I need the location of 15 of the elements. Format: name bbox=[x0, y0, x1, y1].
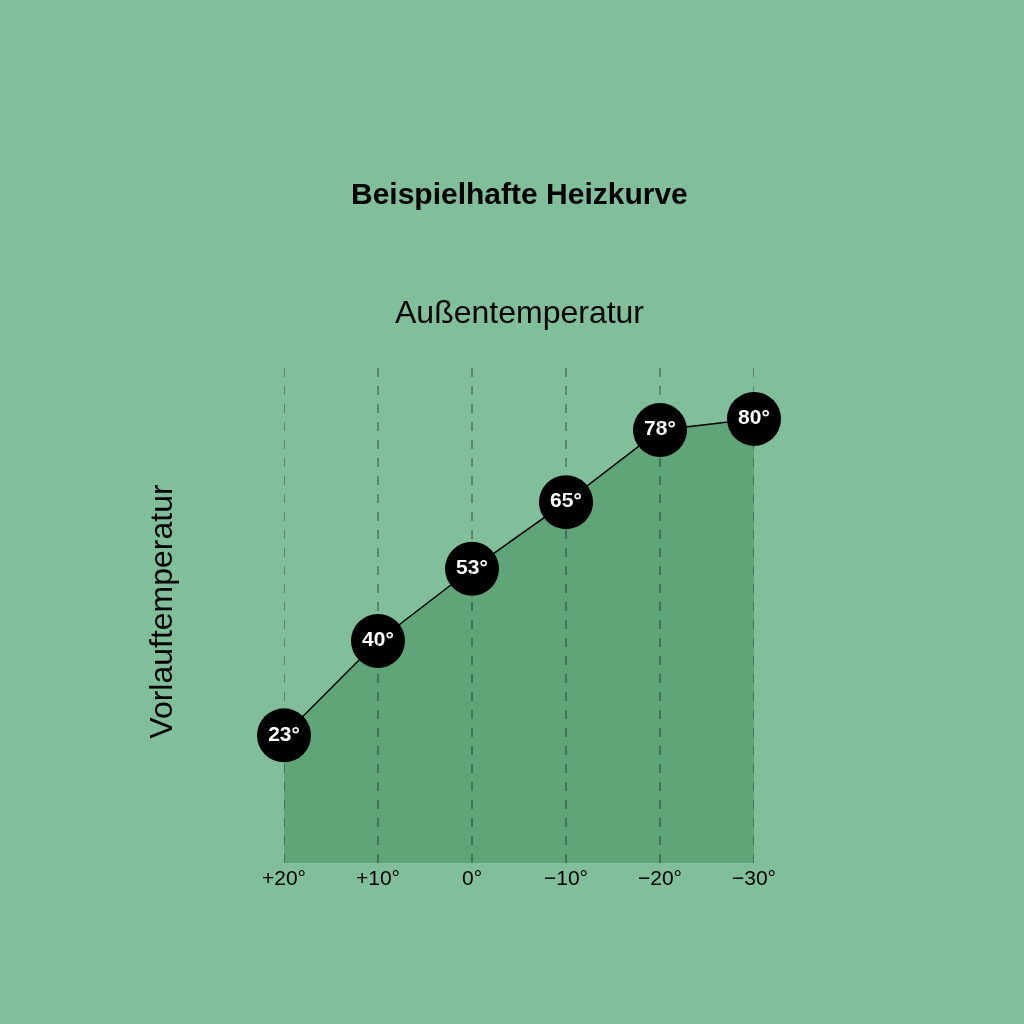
x-tick-label: −10° bbox=[543, 866, 589, 889]
x-tick-label: +20° bbox=[261, 866, 307, 889]
data-label: 65° bbox=[550, 488, 582, 512]
x-tick-label: −20° bbox=[637, 866, 683, 889]
data-label: 53° bbox=[456, 555, 488, 579]
x-tick-label: +10° bbox=[355, 866, 401, 889]
chart-title: Beispielhafte Heizkurve bbox=[351, 177, 688, 210]
data-label: 80° bbox=[738, 405, 770, 429]
data-label: 23° bbox=[268, 721, 300, 745]
y-axis-title: Vorlauftemperatur bbox=[143, 483, 180, 739]
x-axis-title: Außentemperatur bbox=[395, 294, 645, 330]
data-label: 40° bbox=[362, 627, 394, 651]
data-label: 78° bbox=[644, 416, 676, 440]
x-tick-label: 0° bbox=[461, 866, 483, 889]
x-tick-label: −30° bbox=[731, 866, 777, 889]
